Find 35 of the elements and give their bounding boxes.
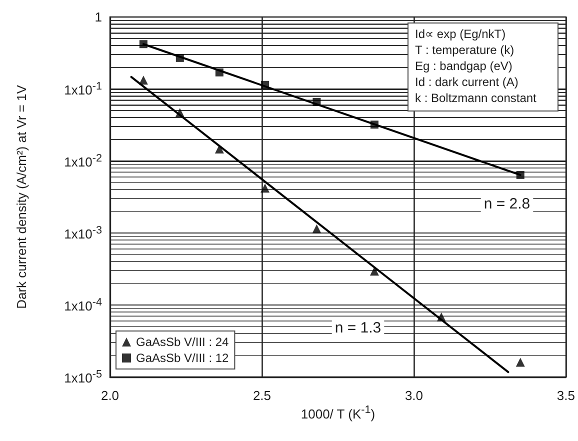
annotation: n = 2.8 xyxy=(484,196,530,212)
y-axis-title: Dark current density (A/cm²) at Vr = 1V xyxy=(14,84,29,309)
legend-label: GaAsSb V/III : 12 xyxy=(136,351,230,365)
point xyxy=(176,54,184,62)
x-axis-title: 1000/ T (K$^{-1}$) xyxy=(300,404,376,422)
annotation: n = 1.3 xyxy=(334,320,382,336)
x-tick-label: 3.5 xyxy=(556,388,576,403)
point xyxy=(215,68,224,76)
point xyxy=(175,108,184,118)
point xyxy=(436,312,446,322)
point xyxy=(138,76,148,85)
y-tick-label: 1x10$^{-2}$ xyxy=(64,152,102,170)
annotation: T : temperature (k) xyxy=(415,43,514,57)
point xyxy=(312,224,322,234)
annotation: k : Boltzmann constant xyxy=(415,91,538,105)
x-tick-label: 3.0 xyxy=(404,388,424,403)
x-tick-label: 2.0 xyxy=(100,388,120,403)
point xyxy=(312,98,321,106)
y-tick-label: 1x10$^{-3}$ xyxy=(64,224,102,242)
point xyxy=(516,170,524,179)
point xyxy=(261,80,270,89)
point xyxy=(260,184,270,193)
y-tick-label: 1x10$^{-5}$ xyxy=(64,368,102,386)
point xyxy=(139,40,148,48)
y-tick-label: 1x10$^{-4}$ xyxy=(64,296,102,314)
legend-label: GaAsSb V/III : 24 xyxy=(136,335,230,349)
point xyxy=(516,358,525,367)
y-tick-label: 1x10$^{-1}$ xyxy=(64,80,102,98)
annotation: Id∝ exp (Eg/nkT) xyxy=(415,27,506,41)
annotation: Id : dark current (A) xyxy=(415,75,518,89)
y-tick-label: 1 xyxy=(94,10,102,24)
annotation: Eg : bandgap (eV) xyxy=(415,59,512,73)
point xyxy=(214,144,224,154)
x-tick-label: 2.5 xyxy=(252,388,272,403)
point xyxy=(370,120,378,129)
